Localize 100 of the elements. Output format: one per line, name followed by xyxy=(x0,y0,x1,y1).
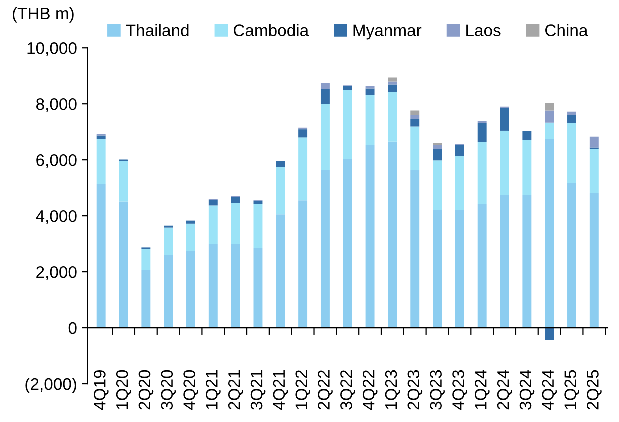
bar xyxy=(96,136,106,140)
legend-label: China xyxy=(546,24,588,36)
legend-label: Cambodia xyxy=(234,24,310,36)
legend-label: Myanmar xyxy=(354,24,422,40)
bar xyxy=(388,82,398,85)
bar xyxy=(568,112,576,116)
legend-label: Laos xyxy=(466,24,501,36)
bar xyxy=(343,86,352,90)
bar xyxy=(164,228,174,256)
bar xyxy=(208,200,218,206)
y-tick-label: 10,000 xyxy=(28,42,77,56)
x-tick-label: 4Q23 xyxy=(452,370,468,410)
bar xyxy=(142,249,151,270)
x-tick-label: 4Q20 xyxy=(184,370,198,410)
bar xyxy=(366,145,375,328)
bar xyxy=(276,214,286,328)
bar xyxy=(388,92,398,142)
bar xyxy=(433,160,442,210)
bar xyxy=(500,130,510,196)
x-tick-label: 4Q24 xyxy=(542,370,558,410)
bar xyxy=(254,248,263,328)
bar xyxy=(433,210,442,328)
bar xyxy=(522,140,532,196)
bar xyxy=(478,142,487,204)
bar xyxy=(276,161,286,168)
bar xyxy=(500,195,510,328)
bar xyxy=(298,200,308,328)
x-tick-label: 1Q23 xyxy=(385,370,400,410)
bar xyxy=(164,256,174,328)
x-tick-label: 2Q23 xyxy=(408,370,423,410)
x-tick-label: 4Q22 xyxy=(362,370,378,410)
x-tick-label: 1Q21 xyxy=(206,370,221,410)
bar xyxy=(254,204,263,249)
bar xyxy=(568,123,576,184)
bar xyxy=(433,149,442,161)
x-tick-label: 1Q22 xyxy=(296,370,311,410)
x-tick-label: 3Q21 xyxy=(250,370,266,410)
bar xyxy=(568,183,576,328)
bar xyxy=(410,126,420,170)
bar xyxy=(410,170,420,328)
x-tick-label: 2Q20 xyxy=(138,370,154,410)
bar xyxy=(410,115,420,120)
bar xyxy=(388,84,398,92)
bar xyxy=(186,220,196,224)
bar xyxy=(590,193,599,328)
bar xyxy=(455,156,464,210)
bar xyxy=(208,206,218,244)
y-tick-label: 0 xyxy=(68,322,77,334)
bar xyxy=(231,203,240,244)
bar xyxy=(522,132,532,140)
x-tick-label: 2Q25 xyxy=(587,370,602,410)
bar xyxy=(545,103,554,111)
x-tick-label: 1Q20 xyxy=(116,370,132,410)
bar xyxy=(478,204,487,328)
bar xyxy=(186,251,196,328)
bar xyxy=(500,108,510,131)
y-axis-title: (THB m) xyxy=(12,7,74,23)
bar xyxy=(96,139,106,184)
x-tick-label: 4Q21 xyxy=(273,370,288,410)
y-tick-label: (2,000) xyxy=(26,378,76,394)
x-tick-label: 3Q20 xyxy=(161,370,176,410)
bar xyxy=(186,224,196,252)
y-tick-label: 2,000 xyxy=(36,266,77,280)
bar xyxy=(366,95,375,146)
bar xyxy=(410,110,420,116)
bar xyxy=(208,244,218,328)
bar xyxy=(545,328,554,340)
x-tick-label: 4Q19 xyxy=(94,370,109,410)
y-tick-label: 8,000 xyxy=(36,98,77,112)
bar xyxy=(343,159,352,328)
bar xyxy=(410,119,420,127)
x-tick-label: 3Q23 xyxy=(430,370,445,410)
bar xyxy=(320,170,330,328)
bar xyxy=(590,149,599,194)
bar xyxy=(343,90,352,160)
bar xyxy=(231,244,240,328)
bar xyxy=(522,195,532,328)
bar xyxy=(590,136,599,148)
bar xyxy=(545,122,554,140)
bar xyxy=(478,123,487,142)
x-tick-label: 3Q22 xyxy=(340,370,356,410)
bar xyxy=(96,184,106,328)
bar xyxy=(119,202,128,328)
bar xyxy=(231,197,240,204)
x-tick-label: 1Q25 xyxy=(564,370,580,410)
bar xyxy=(568,115,576,124)
y-tick-label: 4,000 xyxy=(36,210,77,224)
x-tick-label: 2Q24 xyxy=(497,370,512,410)
x-tick-label: 3Q24 xyxy=(520,370,535,410)
bar xyxy=(320,83,330,89)
x-tick-label: 1Q24 xyxy=(475,370,490,410)
bar xyxy=(254,200,263,204)
bar xyxy=(298,130,308,138)
bar xyxy=(433,145,442,150)
x-tick-label: 2Q21 xyxy=(228,370,244,410)
bar xyxy=(366,86,375,89)
bar xyxy=(276,167,286,215)
bar xyxy=(455,210,464,328)
bar xyxy=(545,110,554,123)
bar xyxy=(320,104,330,170)
